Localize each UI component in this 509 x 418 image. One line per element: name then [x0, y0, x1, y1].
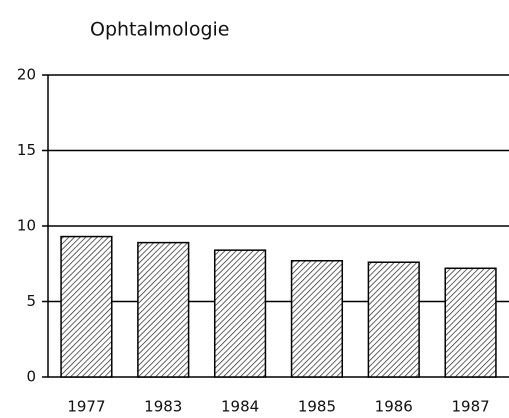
bar	[367, 261, 420, 378]
y-tick-label: 5	[26, 292, 36, 310]
bar	[137, 241, 190, 378]
x-tick-label: 1987	[451, 398, 489, 416]
chart-title: Ophtalmologie	[90, 19, 230, 41]
y-tick-label: 15	[17, 141, 36, 159]
bar	[213, 249, 267, 378]
x-tick-label: 1985	[298, 398, 336, 416]
y-tick-label: 20	[17, 66, 36, 84]
y-tick-label: 0	[26, 368, 36, 386]
bar	[290, 259, 344, 378]
x-tick-label: 1986	[375, 398, 413, 416]
bar	[60, 235, 113, 378]
x-tick-label: 1984	[221, 398, 259, 416]
x-tick-label: 1977	[67, 398, 105, 416]
bar	[444, 267, 497, 378]
y-tick-label: 10	[17, 217, 36, 235]
x-tick-label: 1983	[144, 398, 182, 416]
